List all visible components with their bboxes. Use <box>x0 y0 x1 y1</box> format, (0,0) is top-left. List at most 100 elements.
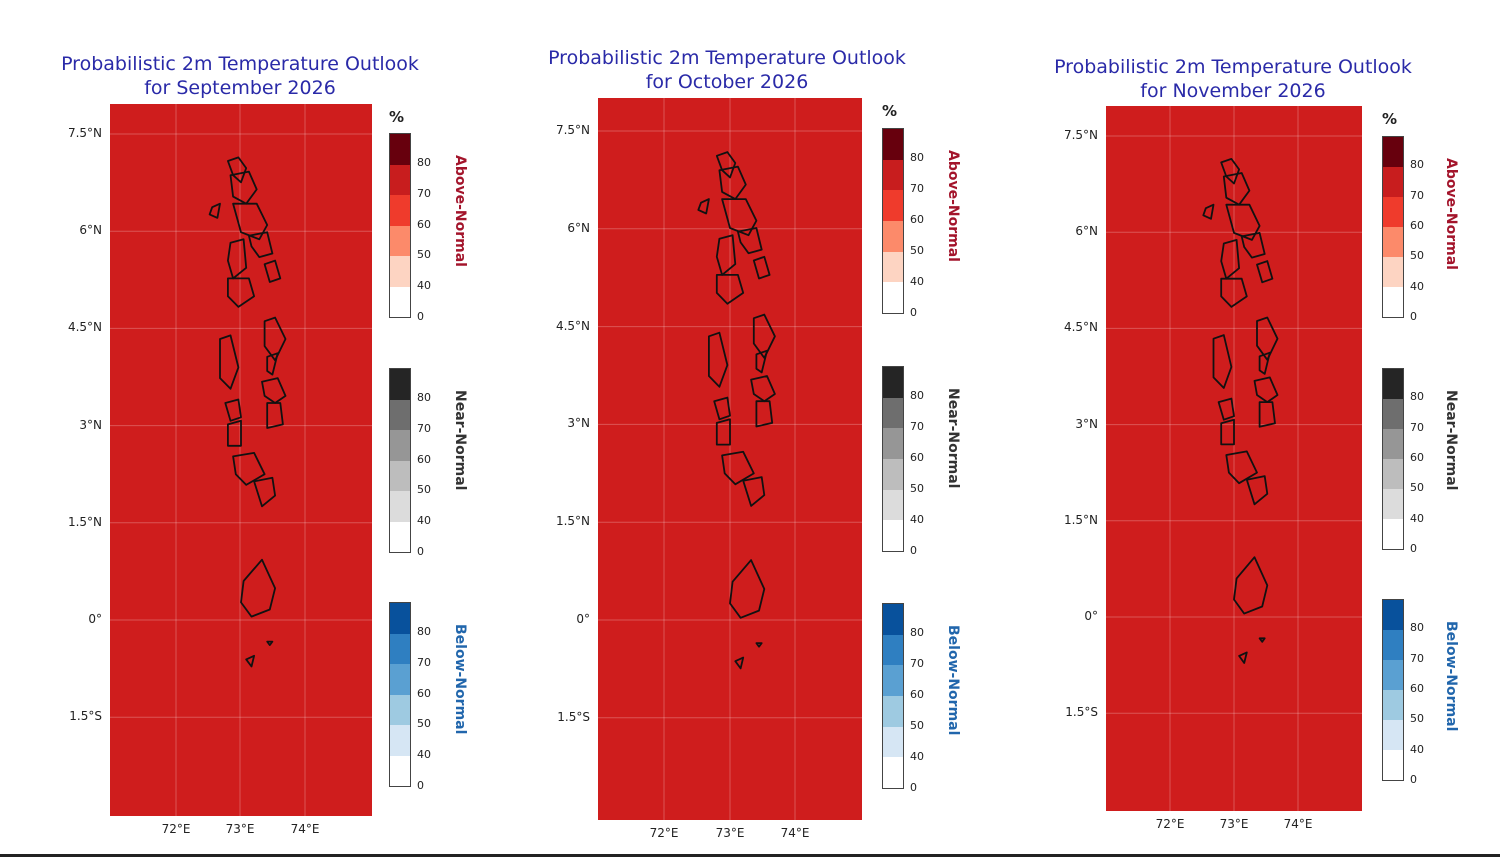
atoll-outline <box>1256 316 1279 361</box>
colorbar-segment <box>390 725 410 756</box>
atoll-outline <box>1258 351 1271 375</box>
atoll-outline <box>1220 277 1248 308</box>
latitude-tick-label: 3°N <box>79 417 102 432</box>
colorbar-tick-label: 80 <box>1410 621 1424 635</box>
colorbar-tick-label: 70 <box>1410 651 1424 665</box>
colorbar-category-label: Above-Normal <box>452 155 468 267</box>
colorbar-tick-label: 0 <box>417 779 424 792</box>
colorbar-below-normal <box>1382 599 1404 781</box>
colorbar-segment <box>390 664 410 695</box>
colorbar-near-normal <box>882 366 904 552</box>
map-overlay <box>598 98 862 820</box>
colorbar-tick-label: 70 <box>417 186 431 200</box>
atoll-outline <box>247 231 274 259</box>
colorbar-below-normal <box>389 602 411 787</box>
atoll-outline <box>227 156 248 184</box>
colorbar-segment <box>1383 459 1403 489</box>
atoll-outline <box>734 656 745 670</box>
colorbar-tick-label: 60 <box>1410 219 1424 232</box>
colorbar-tick-label: 40 <box>1410 742 1424 756</box>
colorbar-category-label: Near-Normal <box>945 388 961 489</box>
colorbar-tick-label: 40 <box>910 513 924 526</box>
colorbar-segment <box>390 164 410 195</box>
colorbar-tick-label: 60 <box>910 213 924 226</box>
latitude-tick-label: 3°N <box>567 416 590 431</box>
colorbar-tick-label: 0 <box>1410 542 1417 555</box>
colorbar-tick-label: 40 <box>417 514 431 528</box>
outlook-map <box>1106 106 1362 811</box>
outlook-panel-november: Probabilistic 2m Temperature Outlook for… <box>0 0 1459 857</box>
colorbar-segment <box>883 604 903 635</box>
colorbar-tick-label: 40 <box>417 748 431 762</box>
atoll-outline <box>755 400 774 428</box>
latitude-tick-label: 1.5°S <box>1065 705 1098 720</box>
colorbar-segment <box>390 521 410 552</box>
colorbar-tick-label: 60 <box>417 452 431 466</box>
colorbar-segment <box>1383 660 1403 690</box>
title-line-2: for November 2026 <box>1140 80 1326 102</box>
atoll-outline <box>718 165 747 200</box>
colorbar-above-normal <box>1382 136 1404 318</box>
colorbar-tick-label: 80 <box>417 155 431 169</box>
colorbar-tick-label: 70 <box>417 421 431 435</box>
colorbar-segment <box>1383 167 1403 197</box>
bottom-border <box>0 854 1500 857</box>
colorbar-tick-label: 80 <box>1410 158 1424 172</box>
colorbar-segment <box>1383 287 1403 317</box>
longitude-tick-label: 73°E <box>1219 817 1249 831</box>
colorbar-tick-label: 50 <box>1410 249 1424 263</box>
colorbar-category-label: Above-Normal <box>1443 158 1459 270</box>
atoll-outline <box>240 558 277 618</box>
colorbar-below-normal <box>882 603 904 789</box>
outlook-map <box>110 104 372 816</box>
colorbar-tick-label: 50 <box>1410 481 1424 495</box>
colorbar-tick-label: 70 <box>1410 420 1424 434</box>
colorbar-tick-label: 40 <box>1410 511 1424 525</box>
colorbar-segment <box>883 282 903 313</box>
atoll-outline <box>752 313 776 359</box>
colorbar-unit: % <box>389 108 405 126</box>
colorbar-segment <box>1383 690 1403 720</box>
atoll-outline <box>224 398 242 422</box>
latitude-tick-label: 7.5°N <box>555 123 590 137</box>
latitude-tick-label: 6°N <box>79 223 102 238</box>
atoll-outline <box>1240 232 1266 259</box>
colorbar-near-normal <box>389 368 411 553</box>
atoll-outline <box>208 202 221 219</box>
colorbar-segment <box>883 251 903 283</box>
colorbar-segment <box>883 634 903 666</box>
latitude-tick-label: 1.5°N <box>555 514 590 529</box>
colorbar-tick-label: 80 <box>417 624 431 638</box>
colorbar-tick-label: 50 <box>417 717 431 731</box>
colorbar-tick-label: 80 <box>910 626 924 639</box>
colorbar-tick-label: 80 <box>910 389 924 402</box>
title-line-1: Probabilistic 2m Temperature Outlook <box>61 53 419 75</box>
latitude-tick-label: 4.5°N <box>1063 320 1098 335</box>
colorbar-tick-label: 70 <box>910 657 924 670</box>
latitude-tick-label: 6°N <box>1075 224 1098 239</box>
outlook-panel-september: Probabilistic 2m Temperature Outlook for… <box>0 0 500 857</box>
colorbar-segment <box>1383 197 1403 227</box>
colorbar-segment <box>1383 750 1403 780</box>
atoll-outline <box>1217 397 1235 421</box>
colorbar-segment <box>883 520 903 551</box>
colorbar-category-label: Near-Normal <box>452 390 468 491</box>
colorbar-segment <box>1383 399 1403 429</box>
atoll-outline <box>1220 238 1241 280</box>
atoll-outline <box>1256 260 1274 284</box>
colorbar-segment <box>390 225 410 256</box>
colorbar-tick-label: 0 <box>910 781 917 794</box>
outlook-map <box>598 98 862 820</box>
colorbar-tick-label: 70 <box>910 182 924 195</box>
colorbar-tick-label: 50 <box>910 482 924 495</box>
atoll-outline <box>750 375 776 403</box>
title-line-1: Probabilistic 2m Temperature Outlook <box>548 47 906 69</box>
colorbar-segment <box>1383 720 1403 750</box>
colorbar-tick-label: 50 <box>417 483 431 497</box>
colorbar-segment <box>390 195 410 226</box>
colorbar-segment <box>883 367 903 398</box>
colorbar-segment <box>390 430 410 461</box>
atoll-outline <box>708 331 729 388</box>
colorbar-segment <box>883 397 903 429</box>
colorbar-segment <box>1383 227 1403 257</box>
